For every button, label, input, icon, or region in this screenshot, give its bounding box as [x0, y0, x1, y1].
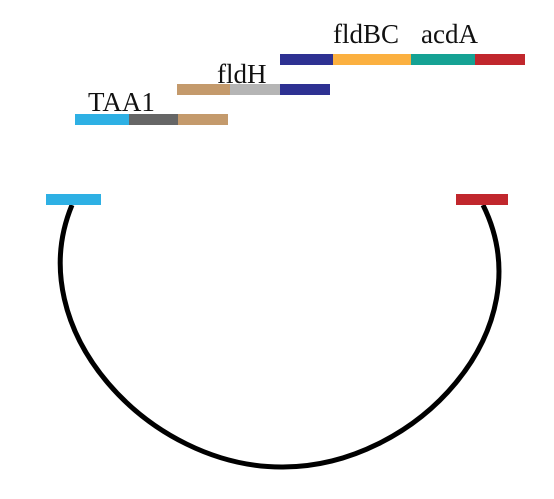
- backbone-arc: [57, 203, 502, 470]
- fragment-fldh: [177, 84, 330, 95]
- segment-taa1-tan: [178, 114, 228, 125]
- segment-acda-teal: [411, 54, 475, 65]
- backbone-end-red: [456, 194, 508, 205]
- fragment-taa1: [75, 114, 228, 125]
- segment-fldbc-navy: [280, 54, 333, 65]
- segment-acda-red: [475, 54, 525, 65]
- segment-taa1-grey: [129, 114, 178, 125]
- segment-fldh-grey: [230, 84, 280, 95]
- fragment-fldbc-acda: [280, 54, 525, 65]
- label-acda: acdA: [421, 19, 478, 49]
- segment-fldbc-orange: [333, 54, 411, 65]
- segment-fldh-navy: [280, 84, 330, 95]
- backbone-end-blue: [46, 194, 101, 205]
- label-fldbc: fldBC: [333, 19, 399, 49]
- segment-fldh-tan: [177, 84, 230, 95]
- backbone: [46, 194, 508, 470]
- segment-taa1-blue: [75, 114, 129, 125]
- label-taa1: TAA1: [88, 87, 155, 117]
